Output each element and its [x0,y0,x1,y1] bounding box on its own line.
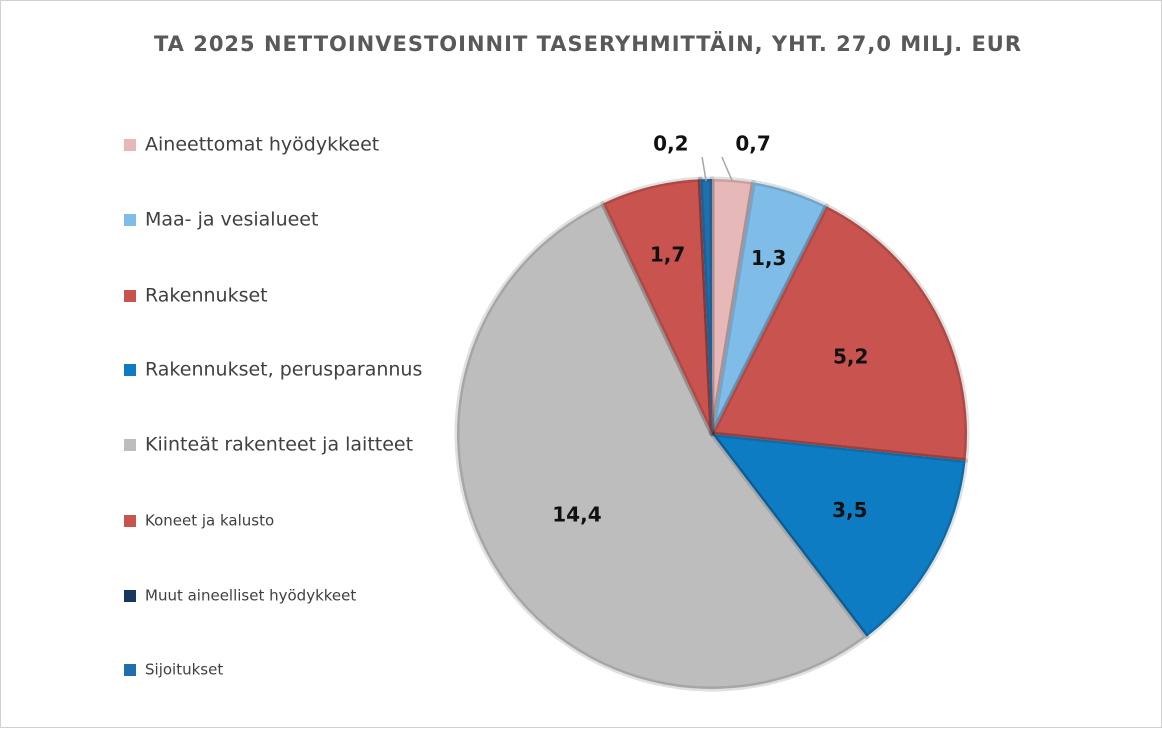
pie-slice [709,203,970,464]
legend-label: Kiinteät rakenteet ja laitteet [145,434,413,456]
pie-slice [709,431,969,640]
legend-swatch [124,139,136,151]
legend-swatch [124,590,136,602]
legend-label: Koneet ja kalusto [145,512,274,530]
data-label: 1,7 [650,242,685,266]
leader-line [721,156,734,183]
pie-slice [600,176,715,437]
data-label: 5,2 [833,345,868,369]
data-label: 3,5 [832,498,867,522]
legend-swatch [124,664,136,676]
legend-label: Sijoitukset [145,661,223,679]
pie-slice [709,176,756,437]
chart-title: TA 2025 NETTOINVESTOINNIT TASERYHMITTÄIN… [154,31,1022,56]
data-label: 0,2 [653,132,688,156]
data-label: 1,3 [751,246,786,270]
legend-swatch [124,364,136,376]
legend-label: Rakennukset, perusparannus [145,359,422,381]
legend-label: Muut aineelliset hyödykkeet [145,587,356,605]
legend-swatch [124,214,136,226]
legend-swatch [124,515,136,527]
pie-slice [454,201,870,692]
legend-label: Aineettomat hyödykkeet [145,134,379,156]
data-label: 0,7 [735,132,770,156]
leader-line [701,156,707,182]
legend-swatch [124,439,136,451]
pie-slice [709,179,829,437]
data-label: 14,4 [552,503,601,527]
legend-label: Maa- ja vesialueet [145,209,318,231]
legend-label: Rakennukset [145,285,268,307]
legend-swatch [124,290,136,302]
